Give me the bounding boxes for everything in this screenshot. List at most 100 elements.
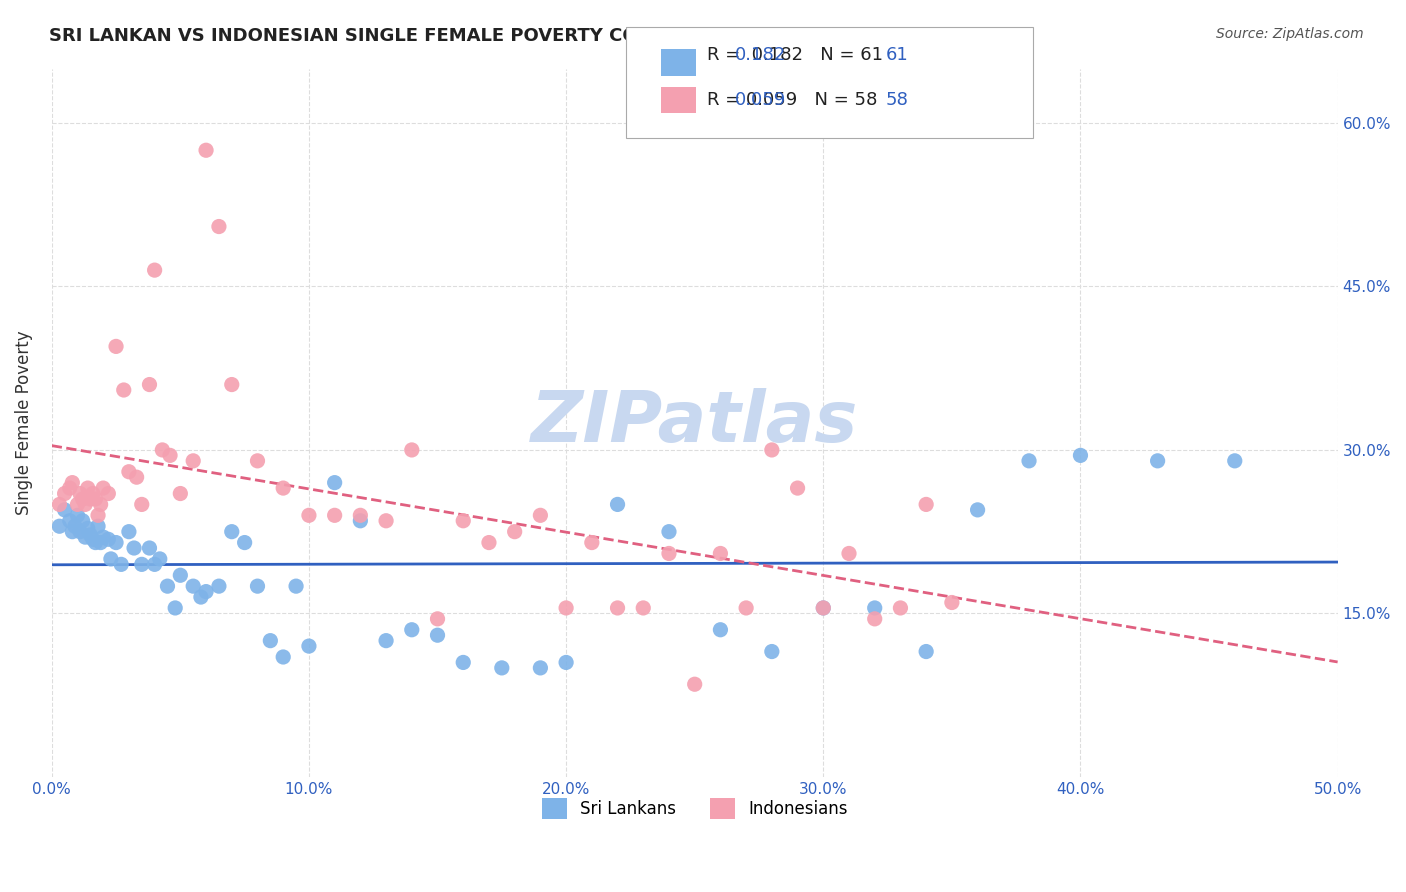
- Point: [786, 481, 808, 495]
- Point: [84, 491, 107, 506]
- Point: [1018, 454, 1040, 468]
- Point: [181, 579, 204, 593]
- Point: [683, 677, 706, 691]
- Point: [195, 584, 218, 599]
- Point: [503, 524, 526, 539]
- Point: [79, 491, 101, 506]
- Point: [606, 497, 628, 511]
- Point: [426, 612, 449, 626]
- Text: SRI LANKAN VS INDONESIAN SINGLE FEMALE POVERTY CORRELATION CHART: SRI LANKAN VS INDONESIAN SINGLE FEMALE P…: [49, 27, 824, 45]
- Point: [195, 143, 218, 157]
- Point: [143, 263, 166, 277]
- Point: [87, 508, 110, 523]
- Point: [125, 470, 148, 484]
- Point: [91, 530, 114, 544]
- Point: [658, 524, 681, 539]
- Point: [709, 546, 731, 560]
- Point: [491, 661, 513, 675]
- Point: [298, 639, 321, 653]
- Point: [69, 486, 91, 500]
- Point: [149, 552, 172, 566]
- Point: [105, 339, 128, 353]
- Point: [233, 535, 256, 549]
- Point: [1069, 449, 1091, 463]
- Point: [323, 508, 346, 523]
- Point: [271, 481, 294, 495]
- Point: [82, 486, 104, 500]
- Point: [761, 442, 783, 457]
- Point: [100, 552, 122, 566]
- Point: [208, 579, 231, 593]
- Point: [118, 524, 141, 539]
- Point: [966, 503, 988, 517]
- Text: 0.182: 0.182: [735, 46, 786, 64]
- Point: [709, 623, 731, 637]
- Point: [122, 541, 145, 555]
- Point: [53, 503, 76, 517]
- Point: [97, 533, 120, 547]
- Point: [271, 650, 294, 665]
- Point: [349, 514, 371, 528]
- Point: [110, 558, 132, 572]
- Point: [82, 533, 104, 547]
- Point: [190, 590, 212, 604]
- Point: [529, 661, 551, 675]
- Point: [941, 595, 963, 609]
- Point: [91, 481, 114, 495]
- Point: [555, 601, 578, 615]
- Point: [401, 623, 423, 637]
- Point: [72, 514, 94, 528]
- Point: [150, 442, 173, 457]
- Point: [60, 475, 83, 490]
- Point: [87, 519, 110, 533]
- Point: [90, 497, 112, 511]
- Point: [915, 644, 938, 658]
- Point: [451, 514, 474, 528]
- Point: [76, 481, 98, 495]
- Point: [478, 535, 501, 549]
- Text: Source: ZipAtlas.com: Source: ZipAtlas.com: [1216, 27, 1364, 41]
- Point: [75, 497, 97, 511]
- Point: [813, 601, 835, 615]
- Point: [323, 475, 346, 490]
- Point: [105, 535, 128, 549]
- Point: [159, 449, 181, 463]
- Point: [761, 644, 783, 658]
- Point: [915, 497, 938, 511]
- Point: [181, 454, 204, 468]
- Point: [156, 579, 179, 593]
- Point: [59, 481, 82, 495]
- Point: [375, 514, 398, 528]
- Point: [53, 486, 76, 500]
- Point: [66, 508, 89, 523]
- Point: [118, 465, 141, 479]
- Point: [285, 579, 308, 593]
- Point: [69, 524, 91, 539]
- Point: [259, 633, 281, 648]
- Point: [208, 219, 231, 234]
- Point: [48, 519, 70, 533]
- Point: [72, 491, 94, 506]
- Point: [66, 497, 89, 511]
- Point: [606, 601, 628, 615]
- Point: [1146, 454, 1168, 468]
- Point: [349, 508, 371, 523]
- Point: [863, 612, 886, 626]
- Point: [221, 524, 243, 539]
- Point: [221, 377, 243, 392]
- Text: 0.059: 0.059: [735, 91, 786, 109]
- Point: [60, 524, 83, 539]
- Point: [75, 530, 97, 544]
- Y-axis label: Single Female Poverty: Single Female Poverty: [15, 330, 32, 515]
- Text: R =  0.182   N = 61: R = 0.182 N = 61: [707, 46, 883, 64]
- Point: [169, 568, 191, 582]
- Point: [581, 535, 603, 549]
- Point: [246, 454, 269, 468]
- Text: ZIPatlas: ZIPatlas: [531, 388, 859, 458]
- Point: [401, 442, 423, 457]
- Point: [451, 656, 474, 670]
- Point: [97, 486, 120, 500]
- Text: R = 0.059   N = 58: R = 0.059 N = 58: [707, 91, 877, 109]
- Point: [131, 558, 153, 572]
- Text: 61: 61: [886, 46, 908, 64]
